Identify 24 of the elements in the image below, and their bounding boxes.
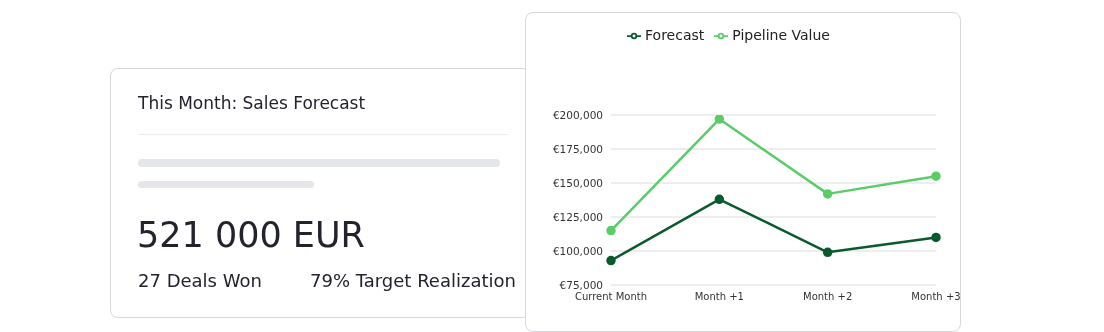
- y-tick-label: €100,000: [552, 244, 603, 257]
- point: [714, 115, 725, 124]
- point: [606, 225, 616, 236]
- x-tick-label: Month +3: [911, 291, 961, 303]
- y-tick-label: €200,000: [552, 108, 603, 121]
- point: [606, 255, 616, 266]
- legend-label: Pipeline Value: [732, 27, 830, 43]
- point: [822, 247, 833, 258]
- text: 79% Target Realization: [310, 269, 516, 293]
- point: [822, 189, 833, 199]
- y-tick-label: €175,000: [552, 142, 603, 155]
- x-tick-label: Current Month: [574, 291, 648, 303]
- y-tick-label: €150,000: [552, 176, 603, 189]
- legend-label: Forecast: [645, 27, 705, 43]
- text: 27 Deals Won: [138, 269, 262, 293]
- text: This Month: Sales Forecast: [138, 93, 366, 113]
- x-tick-label: Month +1: [694, 291, 744, 303]
- point: [931, 171, 941, 181]
- x-tick-label: Month +2: [803, 291, 853, 303]
- point: [931, 232, 941, 243]
- point: [714, 194, 725, 205]
- y-tick-label: €125,000: [552, 210, 603, 223]
- text: 521 000 EUR: [137, 214, 365, 257]
- y-tick-label: €75,000: [559, 278, 603, 291]
